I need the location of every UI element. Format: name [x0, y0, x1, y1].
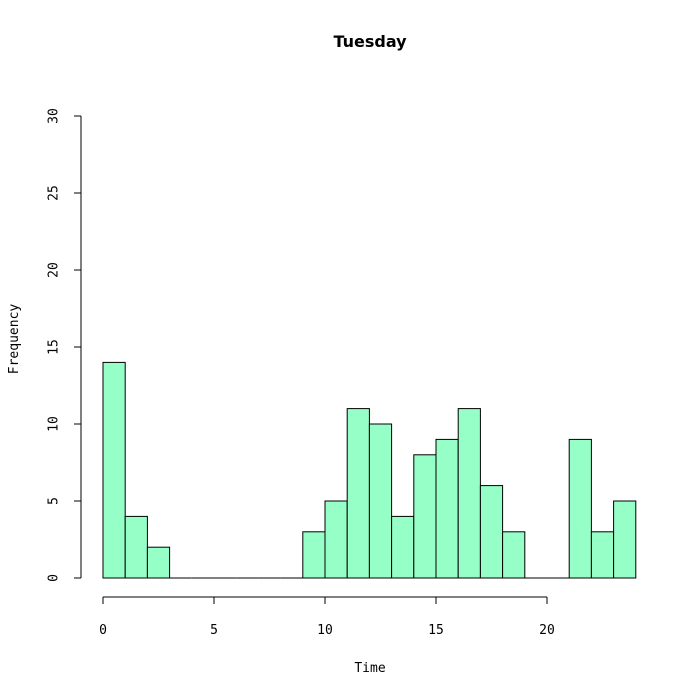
histogram-bar [613, 500, 637, 579]
histogram-bar [502, 531, 526, 579]
y-axis-label: Frequency [7, 304, 22, 375]
histogram-bar [568, 438, 592, 579]
histogram-bar [324, 500, 348, 579]
y-tick-label: 20 [47, 262, 62, 278]
y-tick-label: 5 [47, 497, 62, 505]
bars-group [102, 361, 637, 579]
y-tick-label: 15 [47, 339, 62, 355]
histogram-bar [302, 531, 326, 579]
histogram-bar [146, 546, 171, 579]
x-tick-label: 10 [317, 623, 333, 638]
histogram-bar [368, 423, 393, 579]
x-tick-label: 0 [99, 623, 107, 638]
histogram-bar [590, 531, 615, 579]
x-tick-label: 5 [210, 623, 218, 638]
y-tick-label: 25 [47, 185, 62, 201]
histogram-bar [435, 438, 459, 579]
y-axis: 0 5 10 15 20 25 30 [47, 108, 82, 582]
x-axis-label: Time [354, 661, 385, 676]
x-tick-label: 15 [428, 623, 444, 638]
histogram-bar [479, 485, 504, 579]
y-tick-label: 30 [47, 108, 62, 124]
histogram-bar [102, 361, 126, 579]
x-axis: 0 5 10 15 20 [99, 596, 555, 638]
histogram-bar [124, 515, 148, 579]
y-tick-label: 10 [47, 416, 62, 432]
chart-title: Tuesday [333, 32, 407, 51]
y-tick-label: 0 [47, 574, 62, 582]
histogram-bar [391, 515, 415, 579]
histogram-bar [346, 408, 370, 579]
histogram-bar [457, 408, 481, 579]
x-tick-label: 20 [539, 623, 555, 638]
histogram-bar [413, 454, 437, 579]
